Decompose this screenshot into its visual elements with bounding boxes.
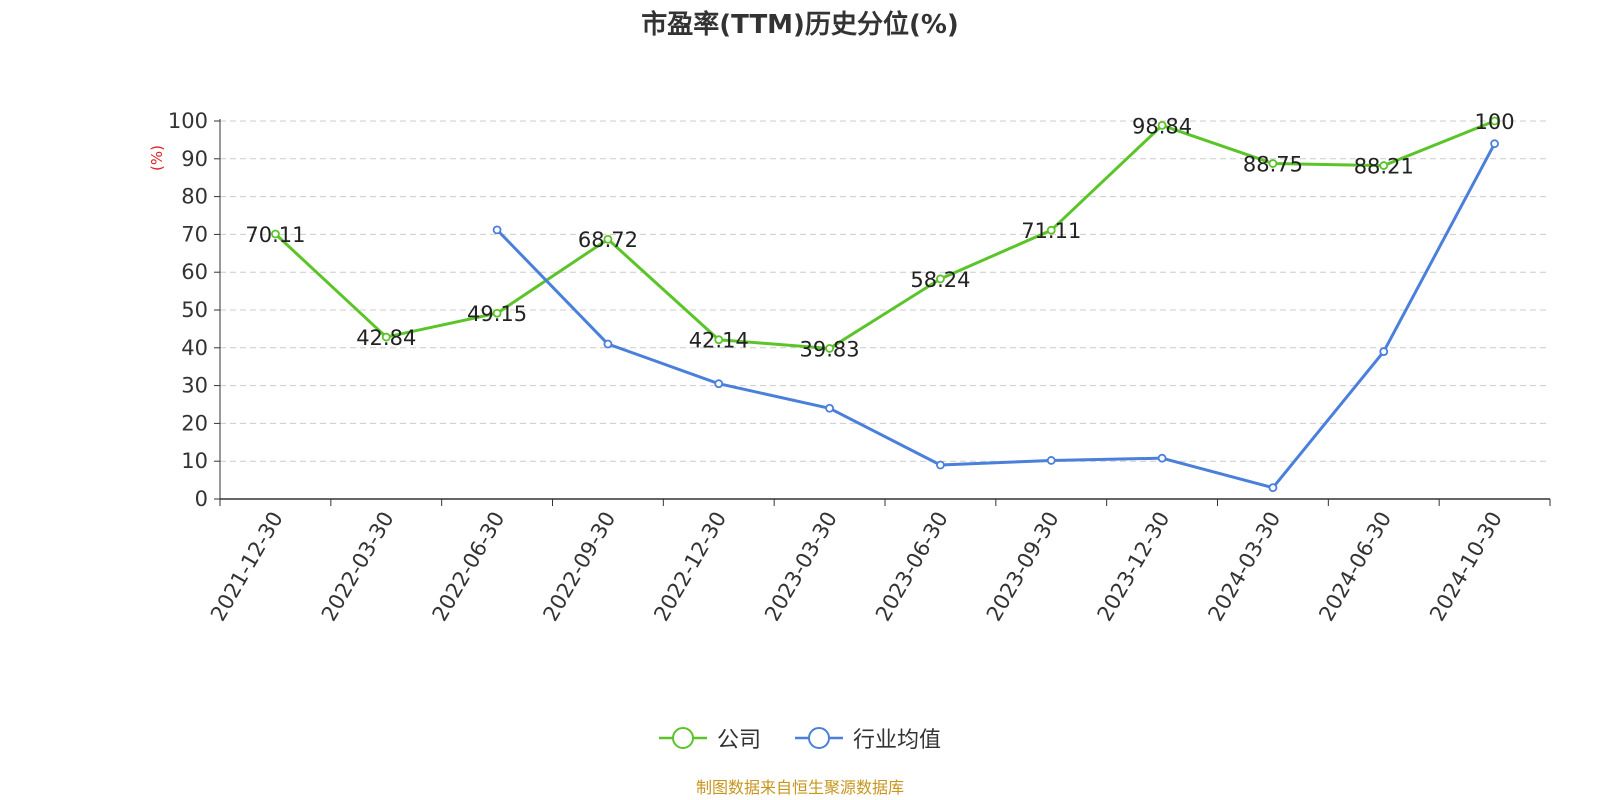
- x-tick-label: 2022-03-30: [317, 508, 399, 626]
- x-tick-label: 2022-09-30: [538, 508, 620, 626]
- data-label: 88.21: [1354, 155, 1414, 179]
- data-label: 58.24: [910, 268, 970, 292]
- data-point: [936, 460, 945, 470]
- data-point: [1046, 225, 1056, 235]
- data-point: [714, 379, 724, 389]
- data-label: 68.72: [578, 228, 638, 252]
- data-point: [1268, 483, 1278, 493]
- legend-label: 公司: [716, 728, 761, 753]
- data-point: [603, 339, 613, 349]
- series-line-2: [496, 142, 1496, 490]
- y-tick-label: 50: [181, 298, 208, 322]
- data-point: [603, 234, 613, 244]
- x-tick-label: 2023-06-30: [871, 508, 953, 626]
- y-tick-label: 40: [181, 336, 208, 360]
- legend-label: 行业均值: [853, 728, 942, 753]
- y-tick-label: 10: [181, 449, 208, 473]
- series-line-1: [274, 119, 1496, 350]
- data-label: 42.14: [689, 329, 749, 353]
- data-label: 98.84: [1132, 114, 1192, 138]
- data-point: [1379, 161, 1389, 170]
- x-tick-label: 2024-06-30: [1314, 508, 1396, 626]
- data-point: [1490, 116, 1499, 126]
- y-axis-label: (%): [148, 145, 166, 171]
- chart-title: 市盈率(TTM)历史分位(%): [641, 10, 959, 40]
- y-tick-label: 80: [181, 185, 208, 209]
- data-label: 100: [1475, 110, 1515, 134]
- data-point: [1379, 347, 1389, 356]
- y-tick-label: 100: [168, 109, 208, 133]
- x-tick-label: 2023-09-30: [982, 508, 1064, 626]
- x-tick-label: 2022-06-30: [428, 508, 510, 626]
- data-label: 49.15: [467, 302, 527, 326]
- y-tick-label: 60: [181, 260, 208, 284]
- y-tick-label: 30: [181, 374, 208, 398]
- legend-item-2[interactable]: 行业均值: [795, 722, 941, 754]
- y-tick-label: 70: [181, 222, 208, 246]
- legend-swatch-icon: [795, 727, 843, 749]
- x-tick-label: 2023-12-30: [1093, 508, 1175, 626]
- data-point: [492, 308, 502, 318]
- source-note: 制图数据来自恒生聚源数据库: [695, 778, 904, 797]
- y-tick-label: 90: [181, 147, 208, 171]
- data-point: [1268, 159, 1278, 168]
- data-point: [936, 274, 945, 284]
- x-tick-label: 2023-03-30: [760, 508, 842, 626]
- data-label: 71.11: [1021, 219, 1081, 243]
- data-label: 88.75: [1243, 153, 1303, 177]
- y-tick-label: 0: [195, 487, 208, 511]
- data-point: [271, 229, 280, 239]
- data-point: [825, 403, 834, 413]
- x-tick-label: 2024-03-30: [1203, 508, 1285, 626]
- x-tick-label: 2021-12-30: [206, 508, 288, 626]
- data-label: 42.84: [356, 326, 416, 350]
- data-point: [714, 335, 724, 345]
- data-label: 39.83: [800, 337, 860, 361]
- data-point: [1157, 453, 1167, 463]
- legend-item-1[interactable]: 公司: [658, 722, 761, 754]
- data-point: [1157, 120, 1167, 130]
- legend: 公司 行业均值: [0, 722, 1600, 754]
- x-tick-label: 2022-12-30: [649, 508, 731, 626]
- y-tick-label: 20: [181, 411, 208, 435]
- data-point: [1490, 139, 1499, 149]
- data-label: 70.11: [245, 223, 305, 247]
- data-point: [825, 344, 834, 353]
- data-point: [381, 332, 391, 342]
- legend-swatch-icon: [658, 727, 707, 749]
- x-tick-label: 2024-10-30: [1425, 508, 1507, 626]
- data-point: [1046, 456, 1056, 465]
- data-point: [492, 225, 502, 235]
